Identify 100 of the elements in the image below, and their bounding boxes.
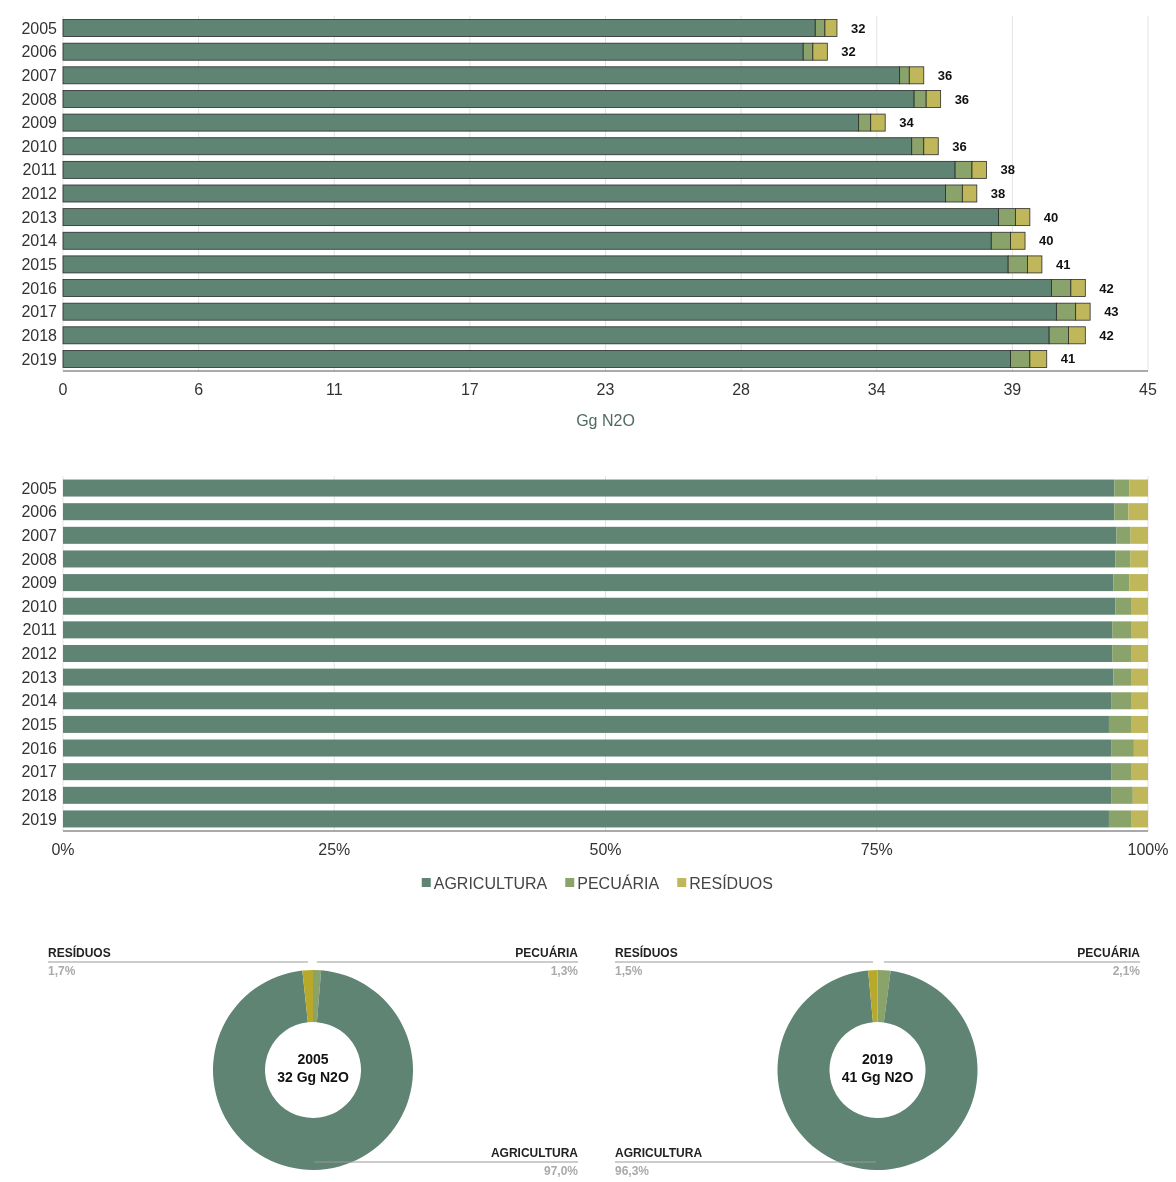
text: 2019 [861, 1051, 894, 1067]
y-tick-label: 2018 [21, 786, 58, 804]
bar [1131, 692, 1148, 710]
x-tick-label: 28 [732, 381, 751, 398]
bar [1111, 763, 1132, 781]
x-tick-label: 75% [860, 841, 893, 858]
x-tick-label: 100% [1127, 841, 1169, 858]
text: 2005 [297, 1051, 329, 1067]
data-label: 2,1% [1112, 964, 1141, 978]
slice-label: RESÍDUOS [615, 945, 678, 960]
total-label: 36 [952, 138, 967, 154]
y-tick-label: 2012 [21, 645, 58, 663]
slice-label: AGRICULTURA [615, 1146, 703, 1160]
y-tick-label: 2014 [21, 692, 58, 710]
total-label: 36 [954, 91, 970, 107]
total-label: 32 [850, 20, 866, 36]
bar [1131, 763, 1148, 781]
bar [1108, 810, 1132, 828]
total-label: 42 [1099, 280, 1114, 296]
bar [1131, 621, 1148, 639]
x-axis-title: Gg N2O [576, 412, 635, 429]
data-label: 1,5% [615, 964, 643, 978]
bar [63, 739, 1112, 757]
total-label: 43 [1104, 304, 1119, 320]
y-tick-label: 2015 [21, 256, 58, 274]
y-tick-label: 2005 [21, 479, 58, 497]
y-tick-label: 2007 [21, 66, 58, 84]
slice-label: PECUÁRIA [1077, 945, 1141, 960]
y-tick-label: 2005 [21, 19, 58, 37]
bar [63, 526, 1117, 544]
bar [1113, 668, 1132, 686]
y-tick-label: 2017 [21, 763, 58, 781]
text: 32 Gg N2O [277, 1069, 349, 1085]
y-tick-label: 2019 [21, 810, 58, 828]
bar [63, 715, 1109, 733]
bar [63, 668, 1114, 686]
total-label: 36 [937, 67, 953, 83]
y-tick-label: 2006 [21, 43, 58, 61]
bar [63, 550, 1116, 568]
y-tick-label: 2010 [21, 137, 58, 155]
bar [63, 763, 1112, 781]
y-tick-label: 2014 [21, 232, 58, 250]
y-tick-label: 2019 [21, 350, 58, 368]
y-tick-label: 2013 [21, 668, 58, 686]
legend-label: AGRICULTURA [433, 874, 548, 892]
bar [1112, 644, 1132, 663]
x-tick-label: 45 [1139, 381, 1157, 398]
bar [1116, 526, 1131, 544]
bar [63, 692, 1112, 710]
y-tick-label: 2008 [21, 90, 58, 108]
bar [1129, 479, 1148, 497]
bar [63, 597, 1116, 615]
y-tick-label: 2008 [21, 550, 58, 568]
text: 41 Gg N2O [841, 1069, 914, 1085]
y-tick-label: 2006 [21, 503, 58, 521]
bar [1133, 739, 1149, 757]
y-tick-label: 2011 [22, 621, 58, 639]
y-tick-label: 2009 [21, 114, 58, 132]
bar [1129, 574, 1148, 592]
legend-label: PECUÁRIA [577, 873, 660, 892]
y-tick-label: 2010 [21, 597, 58, 615]
y-tick-label: 2016 [21, 739, 58, 757]
y-tick-label: 2012 [21, 185, 58, 203]
slice-label: PECUÁRIA [515, 945, 579, 960]
total-label: 40 [1039, 233, 1054, 249]
x-tick-label: 0% [51, 841, 75, 858]
total-label: 40 [1043, 209, 1059, 225]
donut-slice [313, 970, 322, 1023]
x-tick-label: 25% [318, 841, 351, 858]
x-tick-label: 23 [596, 381, 615, 398]
y-tick-label: 2018 [21, 326, 58, 344]
bar [63, 503, 1115, 521]
y-tick-label: 2017 [21, 303, 58, 321]
donut-slice [213, 970, 413, 1170]
x-tick-label: 34 [867, 381, 886, 398]
total-label: 38 [990, 186, 1006, 202]
bar [1108, 715, 1132, 733]
total-label: 41 [1055, 256, 1071, 272]
bar [63, 574, 1114, 592]
bar [1131, 644, 1148, 663]
total-label: 42 [1099, 327, 1114, 343]
total-label: 34 [899, 115, 915, 131]
x-tick-label: 17 [460, 381, 479, 398]
slice-label: AGRICULTURA [490, 1146, 579, 1160]
x-tick-label: 6 [194, 381, 204, 398]
slice-label: RESÍDUOS [48, 945, 111, 960]
y-tick-label: 2011 [22, 161, 58, 179]
bar [1131, 668, 1148, 686]
bar [1111, 692, 1132, 710]
x-tick-label: 50% [589, 841, 622, 858]
y-tick-label: 2016 [21, 279, 58, 297]
total-label: 38 [1000, 162, 1015, 178]
bar [1111, 786, 1133, 804]
y-tick-label: 2009 [21, 574, 58, 592]
bar [1131, 597, 1148, 615]
bar [63, 810, 1109, 828]
data-label: 1,3% [550, 964, 579, 978]
data-label: 97,0% [543, 1164, 579, 1178]
bar [1114, 503, 1129, 521]
x-tick-label: 39 [1003, 381, 1022, 398]
